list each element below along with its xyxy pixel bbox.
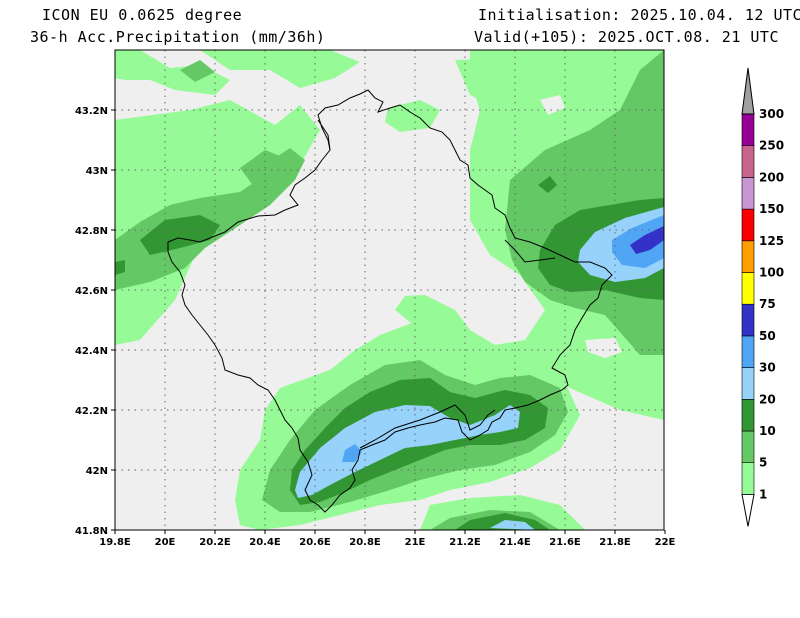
lat-lon-grid bbox=[115, 50, 664, 530]
colorbar-label: 1 bbox=[759, 487, 767, 501]
lon-tick-label: 21.8E bbox=[599, 537, 631, 548]
colorbar-label: 75 bbox=[759, 297, 776, 311]
lat-tick-label: 42.2N bbox=[75, 406, 108, 417]
lat-tick-label: 42N bbox=[86, 466, 108, 477]
colorbar-swatch bbox=[741, 398, 755, 432]
lon-tick-label: 21.2E bbox=[449, 537, 481, 548]
colorbar-label: 100 bbox=[759, 266, 784, 280]
lon-tick-label: 20E bbox=[155, 537, 176, 548]
lon-tick-label: 21.4E bbox=[499, 537, 531, 548]
init-time: Initialisation: 2025.10.04. 12 UTC bbox=[478, 6, 800, 24]
lat-tick-label: 43.2N bbox=[75, 106, 108, 117]
colorbar-label: 30 bbox=[759, 361, 776, 375]
model-title: ICON EU 0.0625 degree bbox=[42, 6, 243, 24]
lon-tick-label: 21.6E bbox=[549, 537, 581, 548]
colorbar-label: 50 bbox=[759, 329, 776, 343]
field-title: 36-h Acc.Precipitation (mm/36h) bbox=[30, 28, 326, 46]
colorbar-label: 200 bbox=[759, 170, 784, 184]
colorbar: 1 5 10 20 30 50 75 100 125 150 200 250 300 bbox=[741, 67, 784, 527]
colorbar-swatch bbox=[741, 145, 755, 178]
colorbar-label: 150 bbox=[759, 202, 784, 216]
colorbar-swatch bbox=[741, 430, 755, 464]
colorbar-swatch bbox=[741, 335, 755, 368]
lon-tick-label: 20.8E bbox=[349, 537, 381, 548]
colorbar-over-arrow bbox=[741, 67, 755, 115]
lat-tick-label: 42.8N bbox=[75, 226, 108, 237]
colorbar-swatch bbox=[741, 240, 755, 273]
lat-tick-label: 43N bbox=[86, 166, 108, 177]
lon-axis: 19.8E 20E 20.2E 20.4E 20.6E 20.8E 21E 21.2E 21.4… bbox=[99, 530, 676, 548]
lat-tick-label: 41.8N bbox=[75, 526, 108, 537]
colorbar-label: 250 bbox=[759, 139, 784, 153]
map-area bbox=[115, 50, 664, 530]
precip-layer-50mm bbox=[630, 226, 664, 254]
colorbar-label: 125 bbox=[759, 234, 784, 248]
lon-tick-label: 20.2E bbox=[199, 537, 231, 548]
colorbar-swatch bbox=[741, 113, 755, 147]
colorbar-swatch bbox=[741, 462, 755, 495]
valid-time: Valid(+105): 2025.OCT.08. 21 UTC bbox=[474, 28, 779, 46]
colorbar-label: 300 bbox=[759, 107, 784, 121]
colorbar-swatch bbox=[741, 272, 755, 305]
country-border bbox=[167, 89, 613, 513]
colorbar-label: 20 bbox=[759, 392, 776, 406]
internal-border bbox=[317, 119, 556, 449]
lon-tick-label: 22E bbox=[655, 537, 676, 548]
colorbar-swatch bbox=[741, 367, 755, 400]
lat-axis: 43.2N 43N 42.8N 42.6N 42.4N 42.2N 42N 41.8N bbox=[75, 106, 115, 537]
colorbar-swatch bbox=[741, 303, 755, 337]
lon-tick-label: 20.6E bbox=[299, 537, 331, 548]
lon-tick-label: 21E bbox=[405, 537, 426, 548]
colorbar-label: 10 bbox=[759, 424, 776, 438]
lat-tick-label: 42.4N bbox=[75, 346, 108, 357]
colorbar-swatch bbox=[741, 177, 755, 210]
lon-tick-label: 20.4E bbox=[249, 537, 281, 548]
lat-tick-label: 42.6N bbox=[75, 286, 108, 297]
precip-gaps bbox=[540, 95, 622, 358]
lon-tick-label: 19.8E bbox=[99, 537, 131, 548]
colorbar-label: 5 bbox=[759, 456, 767, 470]
colorbar-under-arrow bbox=[741, 493, 755, 527]
colorbar-swatch bbox=[741, 208, 755, 242]
